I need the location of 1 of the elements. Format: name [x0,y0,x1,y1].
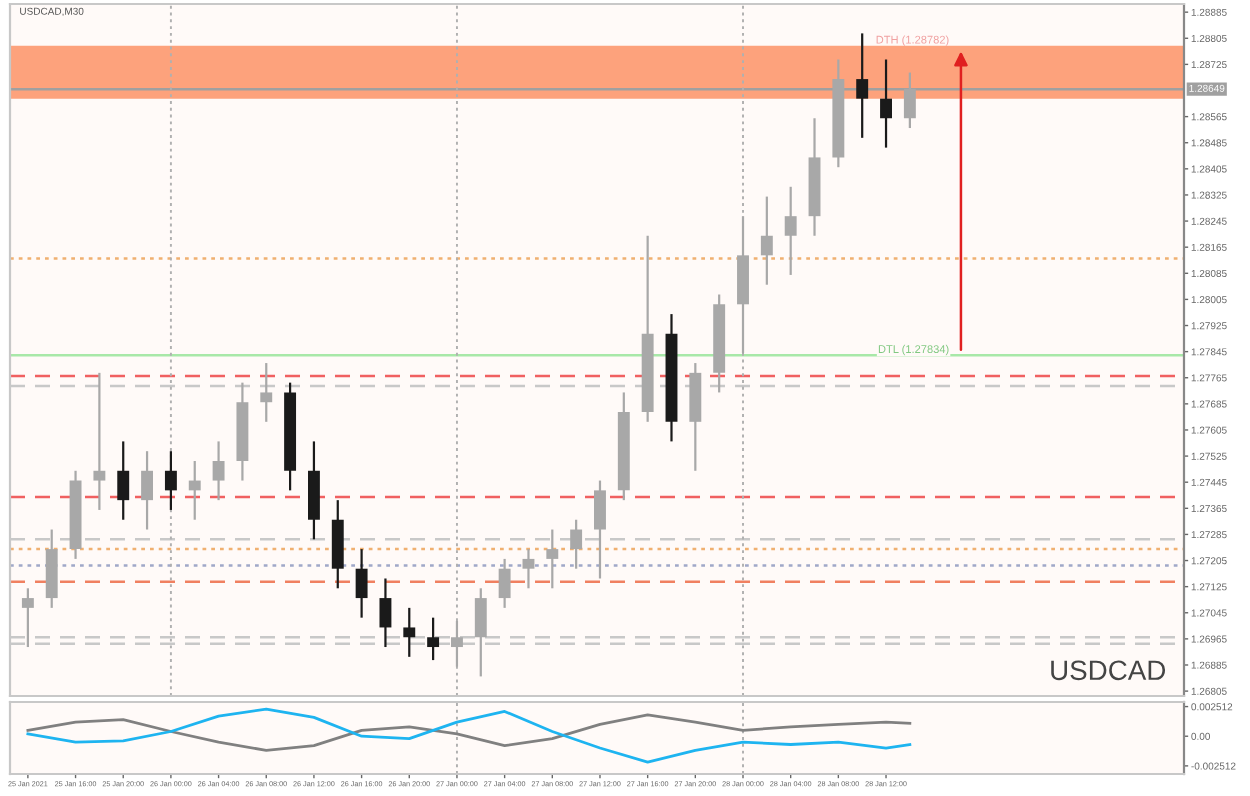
annotation: USDCAD [1051,660,1166,681]
